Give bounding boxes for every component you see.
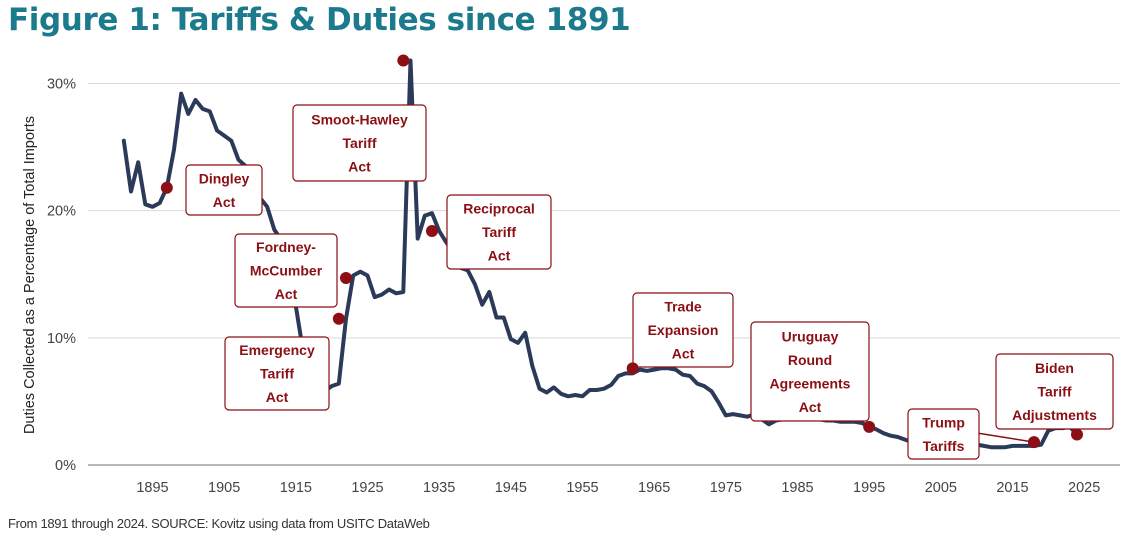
annotation-label: Act [672,346,695,362]
annotation-label: Act [266,389,289,405]
annotation-label: Trade [664,299,702,315]
annotation-label: Agreements [770,375,851,391]
annotations: Dingley Act Fordney- McCumber Act Emergency Ta… [160,54,1114,460]
annotation-box [632,292,734,368]
annotation-box [234,233,338,308]
annotation-label: Smoot-Hawley [311,112,408,128]
annotation-label: Biden [1035,360,1074,376]
x-tick-label: 1995 [853,480,885,496]
chart-title: Figure 1: Tariffs & Duties since 1891 [8,2,631,38]
x-tick-label: 1915 [280,480,312,496]
y-tick-label: 20% [47,204,76,220]
y-tick-label: 10% [47,331,76,347]
x-tick-label: 1895 [136,480,168,496]
annotation-label: Adjustments [1012,407,1097,423]
annotation: Smoot-Hawley Tariff Act [292,54,427,182]
x-tick-label: 1935 [423,480,455,496]
annotation-label: Trump [922,414,965,430]
annotation-marker [340,272,352,285]
annotation-box [907,408,980,460]
annotation-label: Tariff [260,366,294,382]
axes: 0% 10% 20% 30% 1895 1905 1915 1925 1935 1945 1955 1… [47,76,1120,496]
annotation: Dingley Act [160,164,263,216]
annotation-marker [1028,436,1040,449]
y-tick-label: 30% [47,76,76,92]
annotation: Fordney- McCumber Act [234,233,352,308]
x-tick-label: 2025 [1068,480,1100,496]
annotation-label: Tariff [1038,384,1072,400]
x-tick-label: 1955 [566,480,598,496]
annotation-marker [397,54,410,67]
annotation-label: Tariff [343,135,377,151]
x-tick-label: 1925 [351,480,383,496]
annotation-connector [976,432,1035,443]
annotation-box [446,194,552,270]
annotation-box [292,104,427,182]
annotation-marker [626,362,639,375]
annotation-label: McCumber [250,263,323,279]
x-tick-label: 1965 [638,480,670,496]
annotation-label: Tariffs [923,438,965,454]
annotation-label: Act [275,286,298,302]
x-tick-label: 1945 [495,480,527,496]
annotation-marker [863,420,876,433]
annotation-label: Act [348,159,371,175]
x-tick-label: 2005 [925,480,957,496]
annotation-label: Uruguay [782,328,839,344]
annotation: Trump Tariffs [907,408,1040,460]
annotation-box [224,336,330,411]
annotation: Biden Tariff Adjustments [995,353,1114,441]
annotation-box [995,353,1114,430]
annotation-label: Act [488,248,511,264]
annotation-label: Expansion [648,322,719,338]
annotation-label: Act [799,399,822,415]
x-tick-label: 1905 [208,480,240,496]
y-tick-label: 0% [55,458,76,474]
annotation: Uruguay Round Agreements Act [750,321,876,433]
annotation-marker [332,312,345,325]
annotation-label: Emergency [239,342,315,358]
annotation-label: Dingley [199,170,250,186]
x-tick-label: 1985 [781,480,813,496]
annotation-marker [160,181,173,194]
annotation-marker [1071,428,1083,441]
annotation-box [185,164,263,216]
annotation: Emergency Tariff Act [224,312,345,411]
x-tick-label: 1975 [710,480,742,496]
annotation-marker [426,224,438,237]
annotation: Trade Expansion Act [626,292,734,375]
annotation: Reciprocal Tariff Act [426,194,552,270]
annotation-box [750,321,870,422]
annotation-label: Round [788,352,832,368]
annotation-label: Reciprocal [463,201,535,217]
y-axis-label: Duties Collected as a Percentage of Tota… [22,116,38,434]
x-tick-label: 2015 [996,480,1028,496]
annotation-label: Tariff [482,224,516,240]
annotation-label: Fordney- [256,239,316,255]
annotation-label: Act [213,194,236,210]
source-footnote: From 1891 through 2024. SOURCE: Kovitz u… [8,516,430,531]
